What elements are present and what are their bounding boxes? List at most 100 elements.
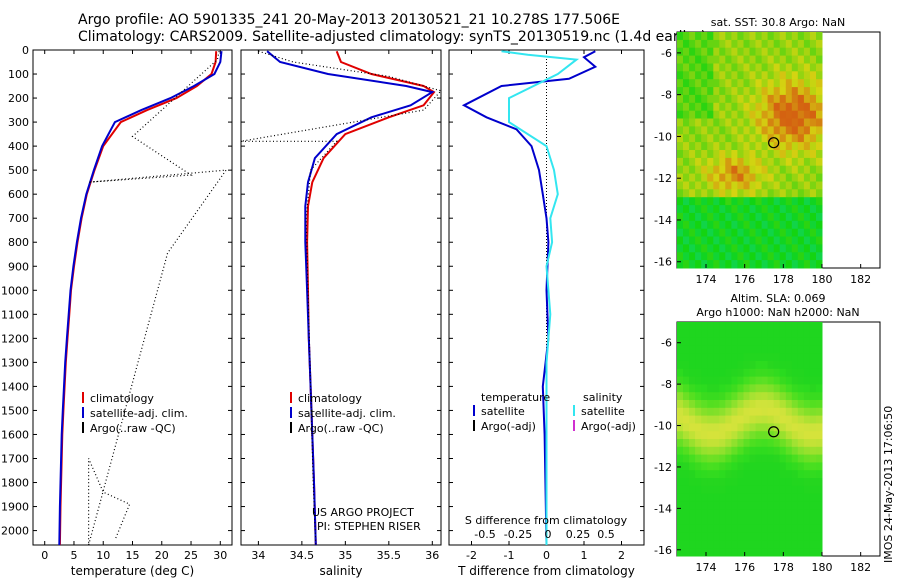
map-cell xyxy=(707,55,714,64)
legend-label: climatology xyxy=(298,392,362,405)
map-cell xyxy=(737,454,744,463)
y-tick-label: 300 xyxy=(8,116,29,129)
map-cell xyxy=(731,361,738,370)
map-cell xyxy=(719,189,726,198)
map-cell xyxy=(695,126,702,135)
map-cell xyxy=(683,63,690,72)
y-tick-label: 900 xyxy=(8,260,29,273)
map-cell xyxy=(743,71,750,80)
map-cell xyxy=(816,439,823,448)
map-cell xyxy=(725,439,732,448)
map-cell xyxy=(749,94,756,104)
map-cell xyxy=(755,439,762,448)
map-cell xyxy=(797,431,805,440)
map-cell xyxy=(816,118,823,127)
map-cell xyxy=(695,524,702,534)
map-cell xyxy=(713,446,720,456)
map-cell xyxy=(689,501,696,510)
map-cell xyxy=(785,142,793,151)
map-cell xyxy=(749,260,756,269)
map-cell xyxy=(773,55,781,64)
map-cell xyxy=(791,509,799,518)
map-cell xyxy=(761,446,769,456)
map-cell xyxy=(695,173,702,182)
map-cell xyxy=(767,368,775,378)
map-cell xyxy=(677,361,684,370)
map-cell xyxy=(797,439,805,448)
y-tick-label: 1600 xyxy=(1,428,29,441)
map-cell xyxy=(749,446,756,456)
map-cell xyxy=(743,165,750,175)
map-cell xyxy=(725,446,732,456)
map-cell xyxy=(743,376,750,385)
map-cell xyxy=(731,485,738,495)
map-cell xyxy=(816,150,823,159)
map-cell xyxy=(779,407,787,417)
map-cell xyxy=(707,329,714,339)
map-cell xyxy=(701,205,708,214)
map-cell xyxy=(719,126,726,135)
map-cell xyxy=(719,454,726,463)
map-cell xyxy=(779,102,787,112)
map-cell xyxy=(701,407,708,417)
map-cell xyxy=(749,361,756,370)
map-cell xyxy=(731,446,738,456)
legend-label: satellite-adj. clim. xyxy=(90,407,188,420)
map-cell xyxy=(816,252,823,261)
map-cell xyxy=(785,150,793,159)
map-cell xyxy=(677,244,684,253)
map-cell xyxy=(779,345,787,354)
map-cell xyxy=(779,478,787,487)
map-cell xyxy=(785,189,793,198)
map-cell xyxy=(755,415,762,424)
map-cell xyxy=(677,47,684,57)
map-cell xyxy=(791,39,799,49)
map-cell xyxy=(683,94,690,104)
map-cell xyxy=(816,376,823,385)
map-cell xyxy=(785,392,793,401)
map-cell xyxy=(749,39,756,49)
map-cell xyxy=(755,501,762,510)
map-cell xyxy=(713,439,720,448)
map-cell xyxy=(677,87,684,96)
map-cell xyxy=(737,329,744,339)
map-cell xyxy=(737,63,744,72)
map-cell xyxy=(779,197,787,206)
map-cell xyxy=(761,63,769,72)
legend-label: Argo(..raw -QC) xyxy=(90,422,176,435)
map-cell xyxy=(816,189,823,198)
map-cell xyxy=(719,63,726,72)
map-cell xyxy=(683,110,690,120)
map-cell xyxy=(749,423,756,432)
map-cell xyxy=(816,71,823,80)
map-cell xyxy=(785,415,793,424)
map-cell xyxy=(803,47,811,57)
map-cell xyxy=(809,134,817,143)
map-cell xyxy=(767,244,775,253)
map-cell xyxy=(761,212,769,222)
map-cell xyxy=(791,173,799,182)
map-cell xyxy=(816,353,823,362)
map-cell xyxy=(797,39,805,49)
map-cell xyxy=(737,71,744,80)
map-cell xyxy=(773,509,781,518)
header-line-1: Argo profile: AO 5901335_241 20-May-2013… xyxy=(78,12,620,28)
map-cell xyxy=(816,517,823,526)
map-cell xyxy=(683,407,690,417)
map-cell xyxy=(755,79,762,88)
map-cell xyxy=(816,392,823,401)
map-cell xyxy=(761,400,769,409)
map-cell xyxy=(695,189,702,198)
map-cell xyxy=(695,517,702,526)
map-cell xyxy=(785,212,793,222)
y-tick-label: 200 xyxy=(8,92,29,105)
map-cell xyxy=(683,361,690,370)
map-cell xyxy=(803,400,811,409)
map-cell xyxy=(743,220,750,230)
map-cell xyxy=(803,431,811,440)
map-cell xyxy=(731,126,738,135)
map-cell xyxy=(761,94,769,104)
map-cell xyxy=(803,173,811,182)
map-cell xyxy=(743,134,750,143)
map-cell xyxy=(677,517,684,526)
